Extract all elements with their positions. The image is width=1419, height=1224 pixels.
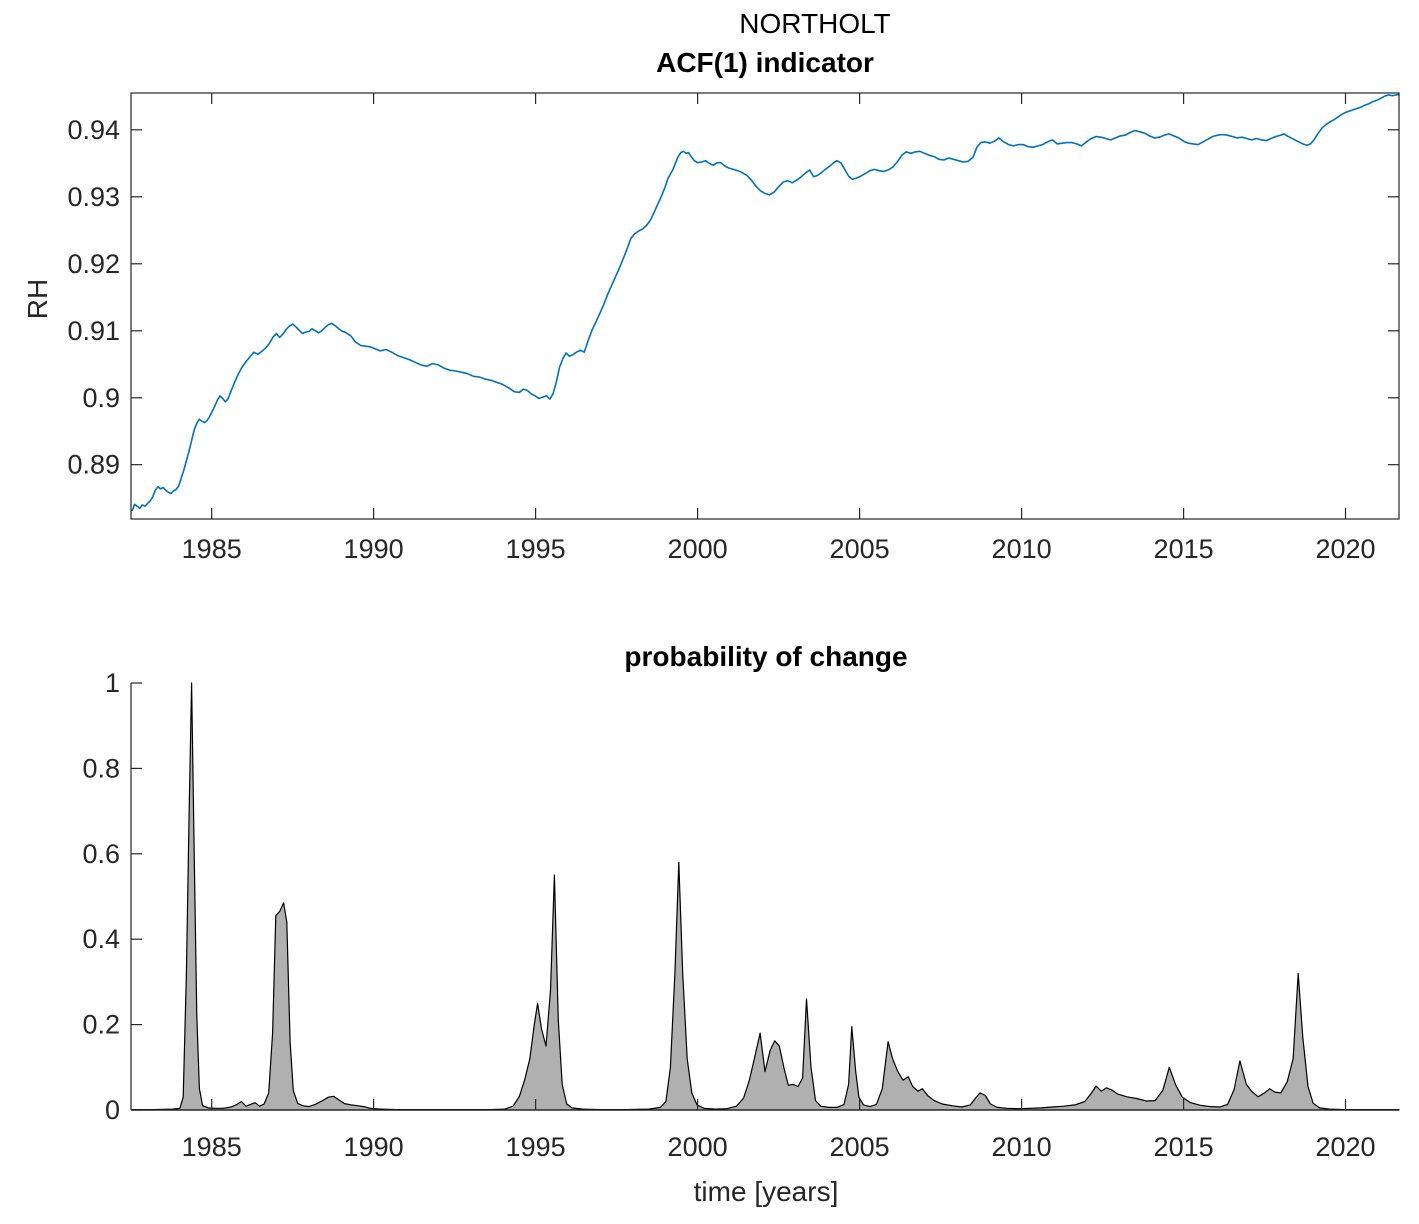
bottom-chart-title: probability of change — [624, 641, 908, 672]
y-tick-label: 0.9 — [82, 383, 120, 413]
y-tick-label: 0.94 — [67, 115, 120, 145]
x-tick-label: 2010 — [992, 534, 1052, 564]
y-tick-label: 0 — [105, 1095, 120, 1125]
x-tick-label: 1995 — [506, 534, 566, 564]
rh-line — [131, 93, 1400, 512]
x-tick-label: 1990 — [344, 1132, 404, 1162]
x-tick-label: 2000 — [668, 534, 728, 564]
y-tick-label: 0.6 — [82, 839, 120, 869]
x-tick-label: 1985 — [182, 1132, 242, 1162]
bottom-chart-xlabel: time [years] — [693, 1176, 839, 1207]
top-chart-title: ACF(1) indicator — [656, 47, 874, 78]
figure-suptitle: NORTHOLT — [739, 8, 891, 39]
y-tick-label: 1 — [105, 668, 120, 698]
y-tick-label: 0.93 — [67, 182, 120, 212]
probability-area — [131, 682, 1400, 1111]
x-tick-label: 2020 — [1315, 1132, 1375, 1162]
x-tick-label: 2000 — [668, 1132, 728, 1162]
x-tick-label: 2015 — [1154, 1132, 1214, 1162]
y-tick-label: 0.92 — [67, 249, 120, 279]
x-tick-label: 1995 — [506, 1132, 566, 1162]
y-tick-label: 0.89 — [67, 450, 120, 480]
y-tick-label: 0.4 — [82, 924, 120, 954]
x-tick-label: 2005 — [830, 1132, 890, 1162]
x-tick-label: 1985 — [182, 534, 242, 564]
x-tick-label: 1990 — [344, 534, 404, 564]
y-tick-label: 0.2 — [82, 1010, 120, 1040]
y-tick-label: 0.91 — [67, 316, 120, 346]
x-tick-label: 2015 — [1154, 534, 1214, 564]
axes-box — [130, 92, 1400, 520]
x-tick-label: 2010 — [992, 1132, 1052, 1162]
x-tick-label: 2020 — [1315, 534, 1375, 564]
x-tick-label: 2005 — [830, 534, 890, 564]
y-tick-label: 0.8 — [82, 753, 120, 783]
